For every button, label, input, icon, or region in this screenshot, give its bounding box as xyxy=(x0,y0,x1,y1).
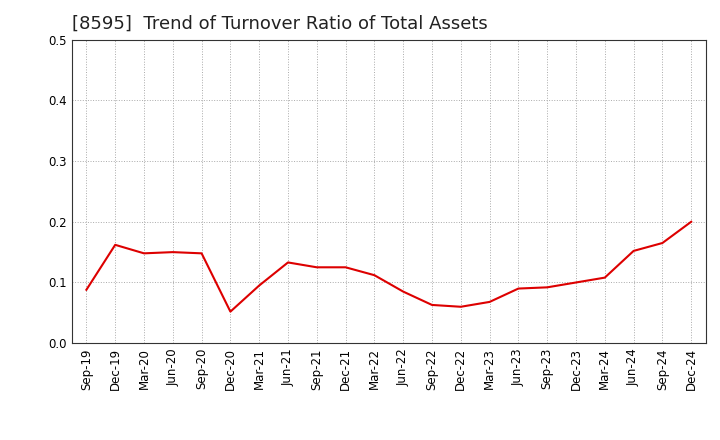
Text: [8595]  Trend of Turnover Ratio of Total Assets: [8595] Trend of Turnover Ratio of Total … xyxy=(72,15,487,33)
